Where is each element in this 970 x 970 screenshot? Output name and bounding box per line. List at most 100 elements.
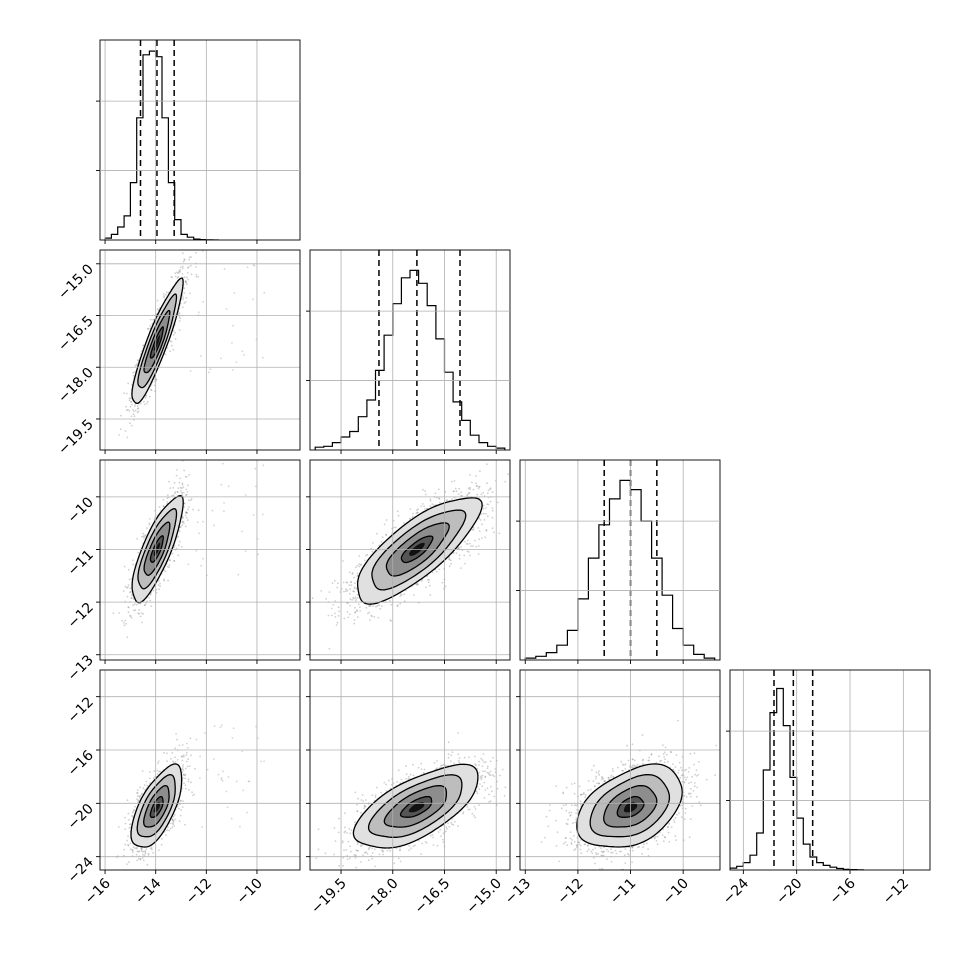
- scatter-point: [179, 302, 182, 305]
- scatter-point: [197, 509, 200, 512]
- scatter-point: [424, 490, 426, 492]
- scatter-point: [399, 593, 402, 595]
- scatter-outlier: [255, 485, 257, 488]
- scatter-point: [468, 491, 471, 494]
- scatter-point: [128, 578, 131, 581]
- scatter-outlier: [184, 475, 187, 478]
- scatter-point: [444, 585, 447, 588]
- scatter-point: [452, 490, 455, 493]
- scatter-point: [190, 498, 193, 500]
- scatter-point: [142, 613, 145, 615]
- scatter-point: [453, 480, 456, 482]
- scatter-point: [512, 501, 514, 503]
- scatter-point: [469, 474, 471, 476]
- scatter-point: [129, 405, 132, 408]
- scatter-point: [150, 389, 153, 392]
- scatter-outlier: [175, 271, 178, 274]
- scatter-point: [467, 487, 470, 490]
- scatter-point: [143, 403, 146, 406]
- scatter-point: [149, 594, 152, 596]
- scatter-point: [148, 518, 151, 520]
- scatter-point: [148, 522, 151, 525]
- scatter-point: [187, 266, 190, 268]
- scatter-outlier: [262, 222, 264, 224]
- scatter-point: [397, 514, 400, 517]
- scatter-point: [182, 520, 185, 523]
- scatter-outlier: [246, 266, 249, 269]
- scatter-point: [168, 480, 170, 483]
- scatter-point: [127, 584, 130, 586]
- scatter-outlier: [241, 530, 244, 533]
- scatter-point: [453, 496, 456, 499]
- scatter-point: [125, 405, 127, 408]
- scatter-point: [184, 280, 187, 283]
- scatter-point: [120, 414, 122, 417]
- scatter-point: [416, 511, 419, 514]
- scatter-point: [127, 568, 130, 571]
- scatter-point: [380, 541, 383, 543]
- scatter-point: [342, 581, 345, 584]
- scatter-point: [195, 273, 198, 276]
- scatter-point: [334, 616, 337, 618]
- scatter-point: [403, 600, 406, 603]
- scatter-point: [164, 353, 167, 356]
- scatter-point: [148, 524, 151, 526]
- scatter-point: [335, 624, 338, 626]
- scatter-point: [137, 612, 140, 615]
- scatter-point: [172, 494, 175, 497]
- scatter-point: [185, 283, 188, 286]
- scatter-point: [166, 347, 169, 349]
- scatter-point: [188, 256, 191, 259]
- scatter-point: [156, 299, 159, 302]
- scatter-point: [125, 409, 128, 412]
- scatter-point: [143, 537, 146, 539]
- scatter-outlier: [198, 532, 200, 535]
- scatter-point: [181, 273, 184, 275]
- scatter-point: [438, 497, 440, 500]
- scatter-point: [133, 609, 135, 612]
- scatter-point: [173, 481, 176, 484]
- scatter-point: [178, 329, 181, 331]
- scatter-point: [356, 610, 358, 612]
- scatter-point: [147, 328, 150, 330]
- scatter-point: [472, 488, 475, 491]
- scatter-point: [481, 537, 483, 539]
- scatter-point: [170, 340, 173, 343]
- scatter-point: [146, 327, 149, 330]
- scatter-point: [351, 572, 354, 574]
- scatter-point: [485, 529, 488, 531]
- scatter-point: [163, 569, 166, 572]
- scatter-point: [372, 605, 374, 607]
- scatter-point: [334, 600, 336, 602]
- scatter-outlier: [233, 292, 236, 294]
- scatter-point: [183, 522, 185, 525]
- scatter-point: [136, 538, 139, 540]
- scatter-point: [141, 621, 143, 624]
- scatter-point: [124, 430, 127, 432]
- scatter-outlier: [262, 356, 264, 359]
- scatter-point: [355, 566, 357, 569]
- scatter-point: [390, 603, 393, 606]
- scatter-point: [130, 401, 133, 403]
- scatter-point: [353, 619, 356, 621]
- scatter-point: [129, 587, 132, 590]
- scatter-point: [180, 546, 183, 548]
- scatter-point: [469, 486, 471, 489]
- scatter-point: [349, 588, 351, 591]
- scatter-point: [177, 272, 179, 275]
- scatter-point: [460, 546, 462, 548]
- scatter-point: [132, 604, 135, 607]
- scatter-point: [493, 531, 495, 534]
- scatter-point: [368, 605, 370, 607]
- scatter-point: [333, 579, 336, 582]
- scatter-point: [119, 428, 122, 431]
- scatter-point: [162, 578, 165, 581]
- scatter-point: [186, 491, 189, 493]
- scatter-point: [448, 565, 451, 568]
- scatter-point: [179, 490, 182, 492]
- scatter-point: [183, 502, 186, 505]
- scatter-point: [389, 600, 391, 602]
- scatter-point: [163, 505, 165, 508]
- scatter-point: [173, 546, 175, 549]
- scatter-point: [464, 540, 466, 543]
